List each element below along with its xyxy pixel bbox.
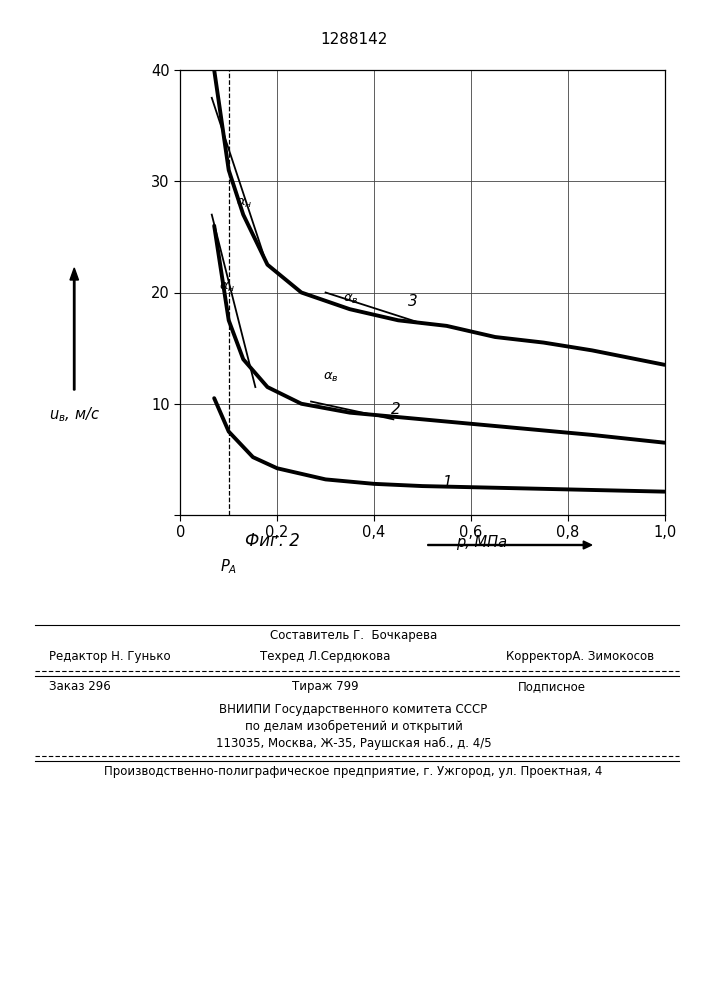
- Text: $\alpha_{\it в}$: $\alpha_{\it в}$: [342, 292, 358, 306]
- Text: Заказ 296: Заказ 296: [49, 680, 111, 693]
- Text: 3: 3: [408, 294, 418, 309]
- Text: ВНИИПИ Государственного комитета СССР: ВНИИПИ Государственного комитета СССР: [219, 703, 488, 716]
- Text: $\alpha_{\it н}$: $\alpha_{\it н}$: [219, 281, 235, 294]
- Text: р, МПа: р, МПа: [456, 535, 507, 550]
- Text: Производственно-полиграфическое предприятие, г. Ужгород, ул. Проектная, 4: Производственно-полиграфическое предприя…: [105, 765, 602, 778]
- Text: Составитель Г.  Бочкарева: Составитель Г. Бочкарева: [270, 629, 437, 642]
- Text: $\alpha_{\it в}$: $\alpha_{\it в}$: [323, 371, 339, 384]
- Text: $u_{\it в}$, м/с: $u_{\it в}$, м/с: [49, 405, 100, 424]
- Text: Подписное: Подписное: [518, 680, 585, 693]
- Text: 2: 2: [391, 402, 401, 417]
- Text: Техред Л.Сердюкова: Техред Л.Сердюкова: [260, 650, 390, 663]
- Text: 1: 1: [442, 475, 452, 490]
- Text: КорректорА. Зимокосов: КорректорА. Зимокосов: [506, 650, 654, 663]
- Text: Тираж 799: Тираж 799: [292, 680, 358, 693]
- Text: по делам изобретений и открытий: по делам изобретений и открытий: [245, 720, 462, 733]
- Text: $P_A$: $P_A$: [220, 557, 238, 576]
- Text: 113035, Москва, Ж-35, Раушская наб., д. 4/5: 113035, Москва, Ж-35, Раушская наб., д. …: [216, 737, 491, 750]
- Text: Редактор Н. Гунько: Редактор Н. Гунько: [49, 650, 171, 663]
- Text: $\alpha_{\it н}$: $\alpha_{\it н}$: [236, 197, 252, 210]
- Text: Фиг. 2: Фиг. 2: [245, 532, 300, 550]
- Text: 1288142: 1288142: [320, 32, 387, 47]
